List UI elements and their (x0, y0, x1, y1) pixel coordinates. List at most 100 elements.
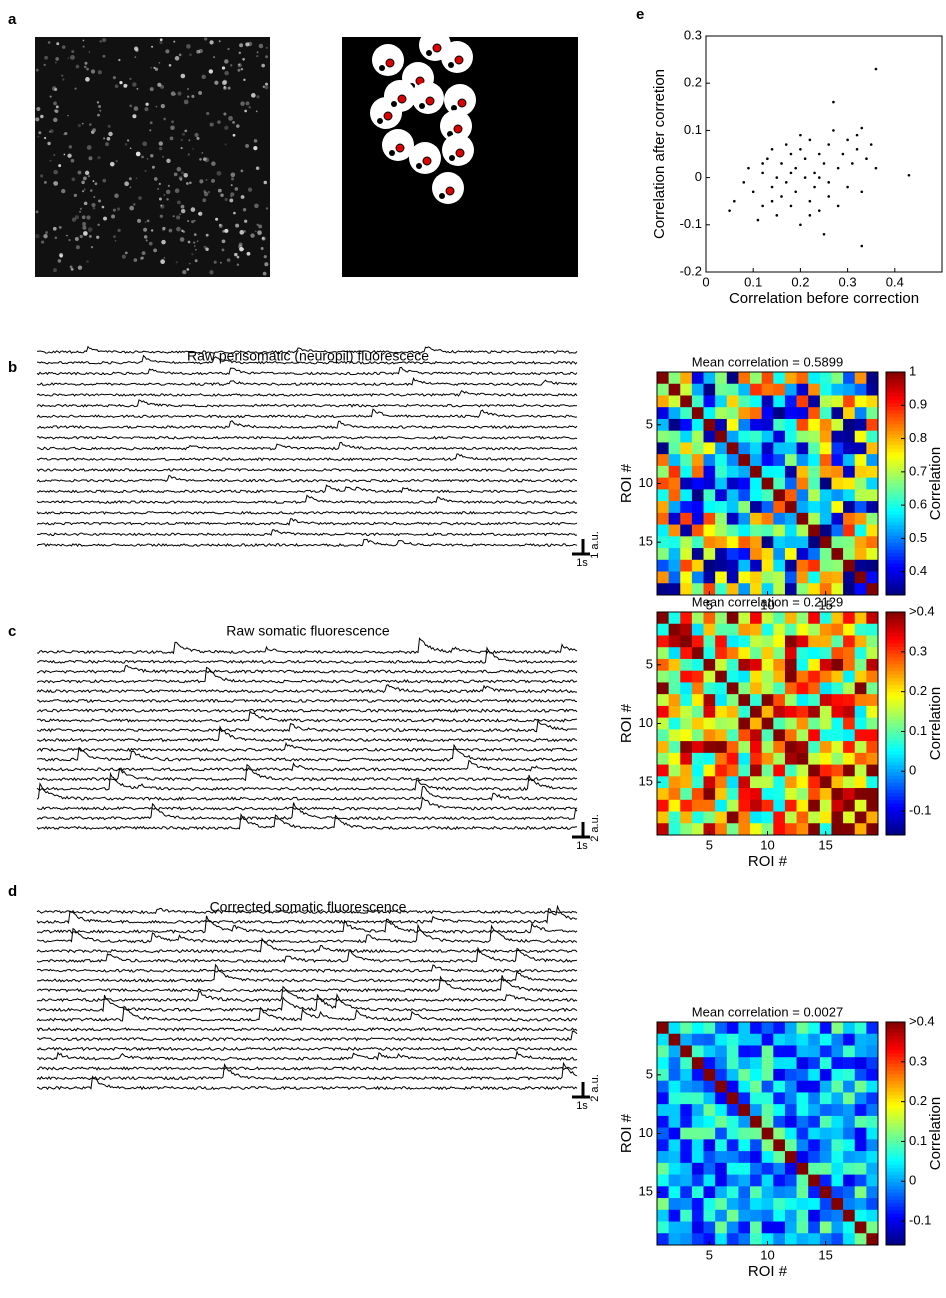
cell (866, 1233, 879, 1246)
trace (36, 710, 578, 723)
cell (866, 823, 879, 836)
roi-core (455, 148, 465, 158)
cell (668, 501, 681, 514)
cell (703, 1068, 716, 1081)
scale-label: 2 a.u. (589, 814, 601, 842)
cell (808, 548, 821, 561)
cell (831, 823, 844, 836)
cell (226, 258, 231, 262)
cell (101, 37, 107, 43)
cell (668, 1127, 681, 1140)
cell (854, 1045, 867, 1058)
x-tick-label: 0.2 (791, 274, 809, 289)
cell (819, 559, 832, 572)
roi-core (454, 55, 464, 65)
cell (819, 1080, 832, 1093)
cell (158, 182, 161, 186)
cell (74, 215, 79, 220)
cell (703, 647, 716, 660)
cell (854, 788, 867, 801)
colorbar-cell (886, 1161, 905, 1166)
cell (715, 1115, 728, 1128)
cell (715, 811, 728, 824)
trace (36, 741, 578, 753)
cell (178, 53, 182, 57)
cell (703, 764, 716, 777)
colorbar-cell (886, 473, 905, 477)
trace (36, 1027, 578, 1032)
cell (796, 372, 809, 385)
cell (179, 237, 185, 242)
cell (866, 1162, 879, 1175)
cell (668, 571, 681, 584)
cell (773, 395, 786, 408)
cell (668, 418, 681, 431)
colorbar-cell (886, 1032, 905, 1037)
cell (831, 407, 844, 420)
cell (773, 1045, 786, 1058)
point (803, 176, 807, 179)
cell (657, 489, 669, 502)
cell (750, 1045, 762, 1058)
cell (715, 776, 728, 789)
cell (843, 559, 856, 572)
cell (680, 430, 693, 443)
cell (691, 454, 704, 467)
colorbar-cell (886, 653, 905, 658)
cell (174, 56, 180, 61)
point (813, 171, 816, 175)
cell (187, 153, 190, 156)
cell (657, 418, 669, 431)
cell (657, 1080, 669, 1093)
cell (738, 395, 751, 408)
cell (715, 1104, 728, 1117)
cell (819, 1174, 832, 1187)
cell (773, 1068, 786, 1081)
cell (43, 180, 47, 184)
cell (738, 682, 751, 695)
cell (726, 1221, 739, 1234)
cell (843, 1115, 856, 1128)
cell (715, 1045, 728, 1058)
cell (92, 207, 96, 210)
colorbar-cell (886, 664, 905, 669)
x-tick-label: 10 (760, 837, 774, 852)
cell (773, 442, 786, 455)
cell (819, 647, 832, 660)
cell (715, 764, 728, 777)
cell (854, 776, 867, 789)
cell (866, 799, 879, 812)
cell (691, 1080, 704, 1093)
cell (183, 99, 189, 105)
cell (657, 1162, 669, 1175)
x-tick-label: 15 (818, 837, 832, 852)
cell (230, 184, 233, 187)
colorbar-cell (886, 779, 905, 784)
colorbar-cell (886, 1178, 905, 1183)
cell (784, 1221, 797, 1234)
cell (703, 1162, 716, 1175)
cell (196, 49, 201, 54)
scale-label: 1s (576, 557, 588, 569)
y-tick-label: 5 (646, 416, 653, 431)
panel-label: c (8, 623, 16, 640)
colorbar-cell (886, 824, 905, 829)
trace (36, 538, 578, 547)
cell (62, 78, 65, 81)
cell (238, 63, 241, 66)
cell (668, 559, 681, 572)
cell (726, 647, 739, 660)
x-tick-label: 0.4 (886, 274, 904, 289)
colorbar-cell (886, 1175, 905, 1180)
cell (819, 1139, 832, 1152)
cell (134, 56, 137, 58)
cell (657, 1115, 669, 1128)
trace (36, 1061, 578, 1081)
cell (715, 823, 728, 836)
cell (92, 128, 96, 133)
cell (761, 536, 774, 549)
colorbar-cell (886, 560, 905, 565)
cell (784, 623, 797, 636)
cell (843, 694, 856, 707)
trace (36, 484, 578, 494)
